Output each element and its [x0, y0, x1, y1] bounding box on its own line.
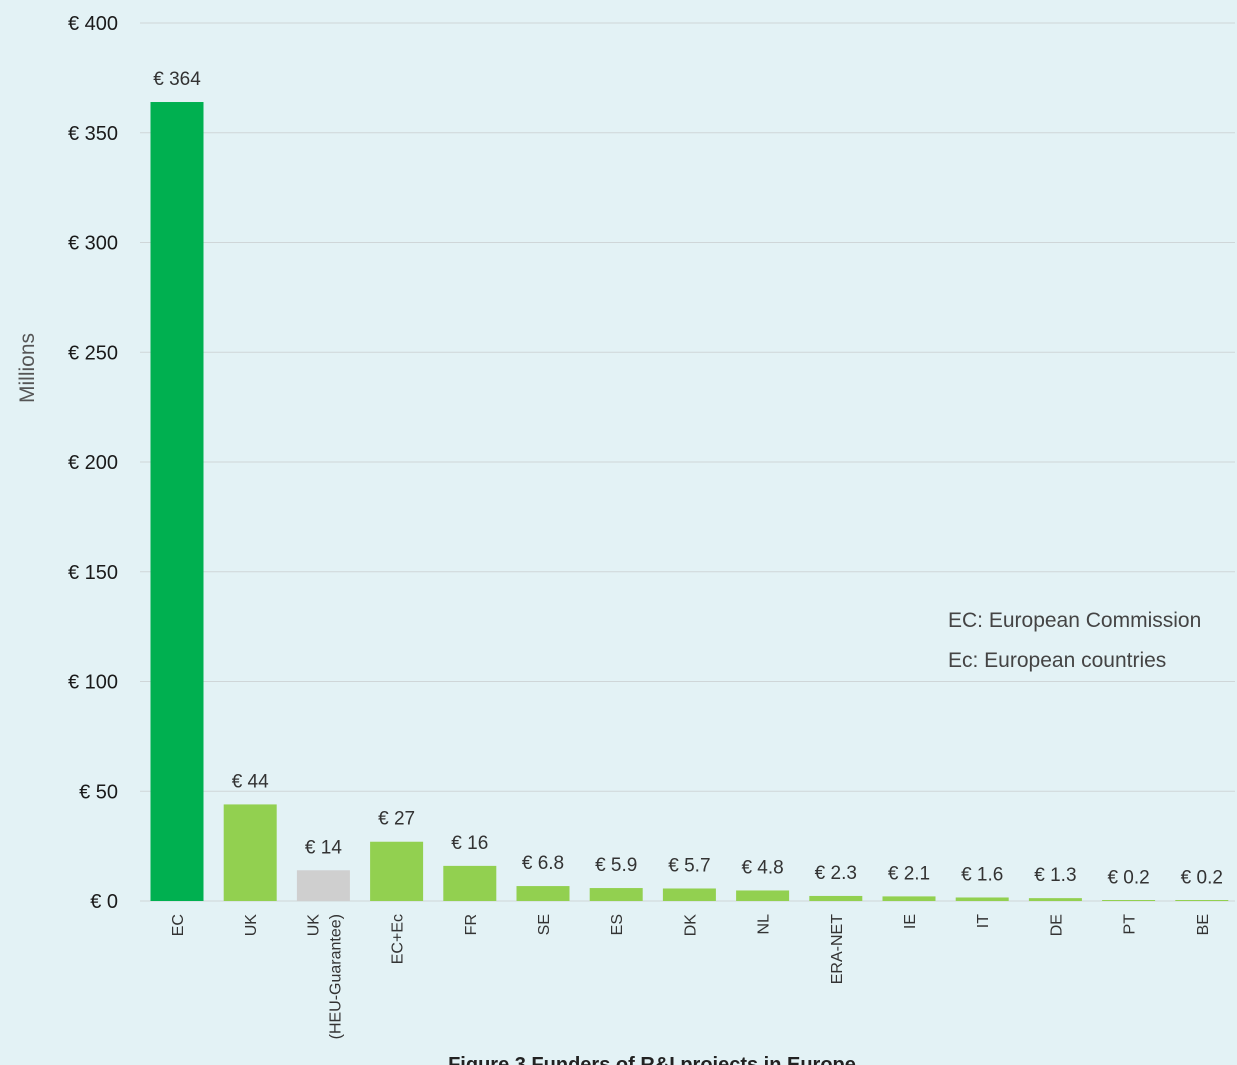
- x-category-label: PT: [1122, 914, 1139, 935]
- bar: [1028, 898, 1082, 901]
- y-tick-label: € 300: [68, 233, 118, 255]
- bar: [516, 886, 570, 901]
- data-label: € 16: [451, 833, 488, 854]
- legend-note-ec-countries: Ec: European countries: [948, 649, 1166, 672]
- y-axis-title: Millions: [16, 333, 39, 403]
- data-label: € 2.1: [888, 863, 930, 884]
- x-category-label: DE: [1048, 914, 1065, 936]
- x-category-label: EC: [170, 914, 187, 936]
- data-label: € 14: [305, 837, 342, 858]
- figure-caption: Figure 3 Funders of R&I projects in Euro…: [448, 1054, 856, 1065]
- x-category-label: UK: [305, 914, 322, 937]
- data-label: € 364: [153, 69, 201, 90]
- bar: [662, 888, 716, 901]
- bar: [1175, 900, 1229, 901]
- y-tick-label: € 150: [68, 562, 118, 584]
- y-axis-tick-labels: € 0 € 50 € 100 € 150 € 200 € 250 € 300 € 350 € 4…: [68, 13, 118, 913]
- bar: [882, 896, 936, 901]
- x-category-label: UK: [243, 914, 260, 937]
- data-label: € 1.3: [1034, 865, 1076, 886]
- bar: [223, 804, 277, 901]
- data-label: € 0.2: [1107, 868, 1149, 889]
- x-category-label: ES: [609, 914, 626, 935]
- category-labels: EC UK UK (HEU-Guarantee) EC+Ec FR SE ES DK NL ERA-…: [170, 914, 1212, 1040]
- bar: [296, 870, 350, 901]
- x-category-label: IT: [975, 914, 992, 928]
- y-tick-label: € 100: [68, 672, 118, 694]
- bar: [370, 841, 424, 901]
- legend-note-ec: EC: European Commission: [948, 609, 1201, 632]
- x-category-label: FR: [463, 914, 480, 935]
- data-label: € 27: [378, 809, 415, 830]
- bar: [736, 890, 790, 901]
- gridlines: [140, 22, 1235, 902]
- x-category-label: NL: [756, 914, 773, 935]
- x-category-label: SE: [536, 914, 553, 935]
- y-tick-label: € 400: [68, 13, 118, 35]
- bar: [955, 897, 1009, 901]
- data-label: € 6.8: [522, 853, 564, 874]
- data-label: € 44: [232, 771, 269, 792]
- y-tick-label: € 0: [90, 891, 118, 913]
- x-category-label: ERA-NET: [829, 914, 846, 984]
- data-label: € 2.3: [815, 863, 857, 884]
- x-category-label: BE: [1195, 914, 1212, 935]
- bars: [150, 102, 1229, 901]
- y-tick-label: € 200: [68, 452, 118, 474]
- y-tick-label: € 350: [68, 123, 118, 145]
- bar: [589, 888, 643, 901]
- x-category-label: IE: [902, 914, 919, 929]
- x-category-label: (HEU-Guarantee): [327, 914, 344, 1039]
- bar: [150, 102, 204, 901]
- data-labels: € 364 € 44 € 14 € 27 € 16 € 6.8 € 5.9 € 5.7 € 4.…: [153, 69, 1223, 889]
- bar: [809, 895, 863, 901]
- y-tick-label: € 250: [68, 342, 118, 364]
- data-label: € 4.8: [741, 857, 783, 878]
- bar: [443, 865, 497, 901]
- data-label: € 5.7: [668, 855, 710, 876]
- y-tick-label: € 50: [79, 781, 118, 803]
- data-label: € 1.6: [961, 864, 1003, 885]
- x-category-label: DK: [682, 914, 699, 937]
- x-category-label: EC+Ec: [390, 914, 407, 964]
- data-label: € 0.2: [1181, 868, 1223, 889]
- data-label: € 5.9: [595, 855, 637, 876]
- bar: [1102, 900, 1156, 901]
